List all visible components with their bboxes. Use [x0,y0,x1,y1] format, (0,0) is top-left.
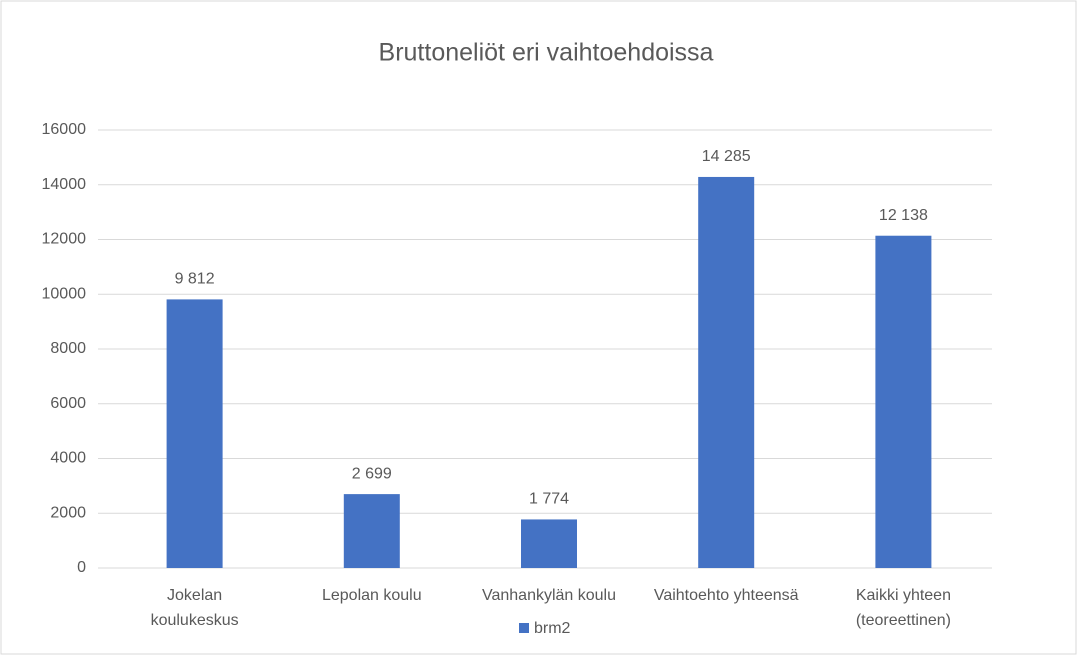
legend-swatch [519,623,529,633]
y-tick-label: 12000 [42,231,87,248]
bar [343,494,400,568]
y-tick-label: 10000 [42,285,87,302]
y-tick-label: 0 [77,559,86,576]
data-label: 1 774 [529,491,569,508]
data-label: 14 285 [702,148,751,165]
x-tick-label: Lepolan koulu [322,587,422,604]
y-tick-label: 14000 [42,176,87,193]
y-tick-label: 8000 [50,340,86,357]
data-label: 12 138 [879,207,928,224]
x-tick-label: Vanhankylän koulu [482,587,616,604]
bar [698,176,755,568]
y-tick-label: 16000 [42,121,87,138]
data-label: 9 812 [175,271,215,288]
x-tick-label: Jokelan koulukeskus [151,587,239,629]
x-tick-label: Kaikki yhteen (teoreettinen) [856,587,951,629]
bar [875,235,932,569]
legend-label: brm2 [534,620,571,637]
bar [521,519,577,568]
y-tick-label: 6000 [50,395,86,412]
x-tick-label: Vaihtoehto yhteensä [654,587,799,604]
data-label: 2 699 [352,465,392,482]
bar [166,299,223,568]
y-tick-label: 2000 [50,504,86,521]
chart-title: Bruttoneliöt eri vaihtoehdoissa [379,39,714,67]
y-tick-label: 4000 [50,450,86,467]
